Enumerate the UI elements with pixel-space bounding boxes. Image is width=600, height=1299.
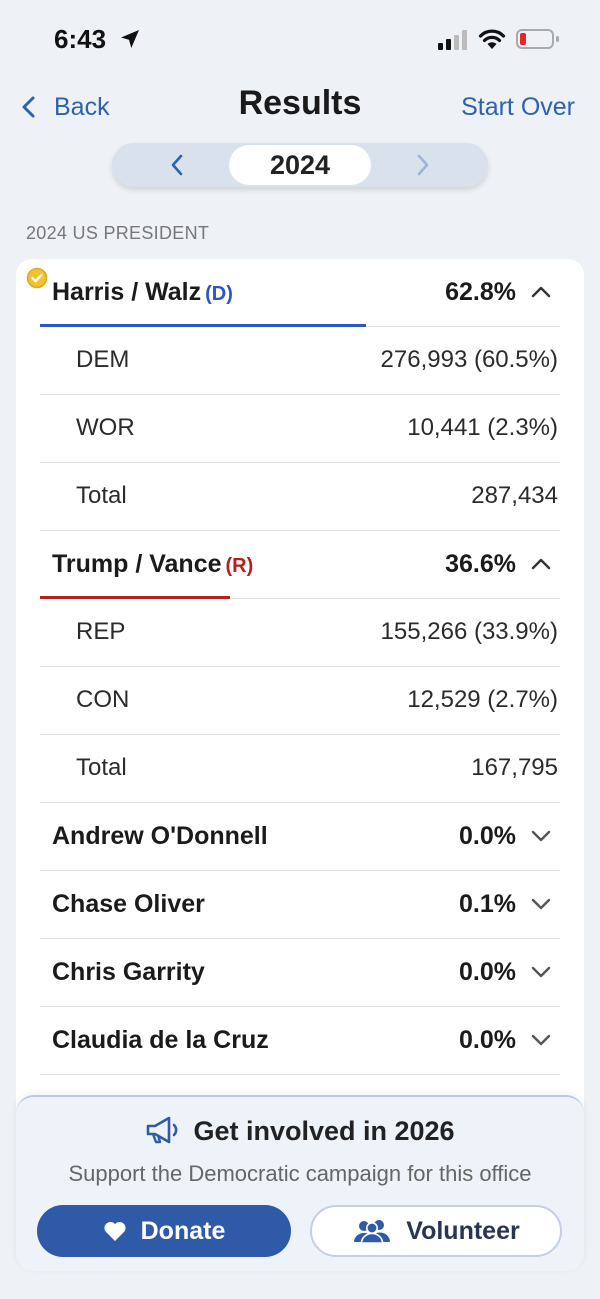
party-badge: (D) — [205, 283, 233, 305]
ballot-line-value: 12,529 (2.7%) — [407, 686, 558, 713]
vote-share-bar-rep — [40, 596, 230, 599]
battery-icon — [516, 29, 559, 49]
ballot-line-label: REP — [76, 618, 126, 645]
candidate-row-harris-walz[interactable]: Harris / Walz (D) 62.8% — [26, 259, 560, 327]
candidate-percent: 0.0% — [459, 822, 516, 850]
candidate-name: Chris Garrity — [52, 958, 205, 986]
candidate-name: Harris / Walz (D) — [52, 278, 233, 306]
location-arrow-icon — [121, 30, 139, 48]
people-icon — [354, 1220, 391, 1244]
ballot-line-value: 155,266 (33.9%) — [380, 618, 558, 645]
candidate-percent: 0.0% — [459, 1026, 516, 1054]
chevron-down-icon[interactable] — [530, 1030, 552, 1050]
party-badge: (R) — [225, 555, 254, 577]
heart-icon — [104, 1222, 126, 1241]
candidate-name: Andrew O'Donnell — [52, 822, 268, 850]
chevron-down-icon[interactable] — [530, 962, 552, 982]
chevron-up-icon[interactable] — [530, 282, 552, 302]
chevron-down-icon[interactable] — [530, 826, 552, 846]
candidate-row-chase-oliver[interactable]: Chase Oliver 0.1% — [40, 871, 560, 939]
start-over-button[interactable]: Start Over — [461, 93, 575, 121]
prev-chevron-icon[interactable] — [164, 151, 192, 179]
ballot-line-label: WOR — [76, 414, 135, 441]
candidate-name: Chase Oliver — [52, 890, 205, 918]
year-value: 2024 — [229, 145, 371, 185]
ballot-line-label: CON — [76, 686, 130, 713]
status-bar: 6:43 — [0, 0, 600, 80]
section-label: 2024 US PRESIDENT — [26, 223, 210, 243]
candidate-row-claudia-de-la-cruz[interactable]: Claudia de la Cruz 0.0% — [40, 1007, 560, 1075]
volunteer-label: Volunteer — [406, 1216, 520, 1245]
back-button[interactable]: Back — [20, 90, 110, 124]
back-label: Back — [54, 92, 110, 121]
ballot-line-value: 287,434 — [471, 482, 558, 509]
candidate-percent: 0.0% — [459, 958, 516, 986]
line-row-total-trump: Total 167,795 — [40, 735, 560, 803]
next-chevron-icon[interactable] — [408, 151, 436, 179]
signal-icon — [438, 30, 467, 50]
volunteer-button[interactable]: Volunteer — [310, 1205, 562, 1257]
donate-label: Donate — [140, 1216, 226, 1245]
vote-share-bar-dem — [40, 324, 366, 327]
back-chevron-icon — [22, 96, 35, 118]
line-row-dem: DEM 276,993 (60.5%) — [40, 327, 560, 395]
chevron-up-icon[interactable] — [530, 554, 552, 574]
donate-button[interactable]: Donate — [37, 1205, 291, 1257]
get-involved-panel: Get involved in 2026 Support the Democra… — [16, 1095, 584, 1271]
candidate-name: Claudia de la Cruz — [52, 1026, 269, 1054]
candidate-percent: 62.8% — [445, 278, 516, 306]
cta-subtitle: Support the Democratic campaign for this… — [68, 1161, 532, 1186]
ballot-line-value: 167,795 — [471, 754, 558, 781]
ballot-line-label: DEM — [76, 346, 130, 373]
candidate-name: Trump / Vance (R) — [52, 550, 254, 578]
ballot-line-value: 10,441 (2.3%) — [407, 414, 558, 441]
winner-check-icon — [26, 267, 48, 289]
candidate-row-chris-garrity[interactable]: Chris Garrity 0.0% — [40, 939, 560, 1007]
ballot-line-value: 276,993 (60.5%) — [380, 346, 558, 373]
status-time: 6:43 — [54, 24, 107, 54]
ballot-line-label: Total — [76, 482, 127, 509]
candidate-percent: 36.6% — [445, 550, 516, 578]
candidate-percent: 0.1% — [459, 890, 516, 918]
candidate-row-trump-vance[interactable]: Trump / Vance (R) 36.6% — [40, 531, 560, 599]
wifi-icon — [478, 29, 506, 49]
megaphone-icon — [147, 1116, 178, 1144]
line-row-wor: WOR 10,441 (2.3%) — [40, 395, 560, 463]
chevron-down-icon[interactable] — [530, 894, 552, 914]
cta-title: Get involved in 2026 — [16, 1115, 584, 1147]
line-row-total-harris: Total 287,434 — [40, 463, 560, 531]
year-picker: 2024 — [112, 143, 488, 187]
line-row-rep: REP 155,266 (33.9%) — [40, 599, 560, 667]
results-card: Harris / Walz (D) 62.8% DEM 276,993 (60.5… — [16, 259, 584, 1159]
line-row-con: CON 12,529 (2.7%) — [40, 667, 560, 735]
candidate-row-andrew-odonnell[interactable]: Andrew O'Donnell 0.0% — [40, 803, 560, 871]
ballot-line-label: Total — [76, 754, 127, 781]
